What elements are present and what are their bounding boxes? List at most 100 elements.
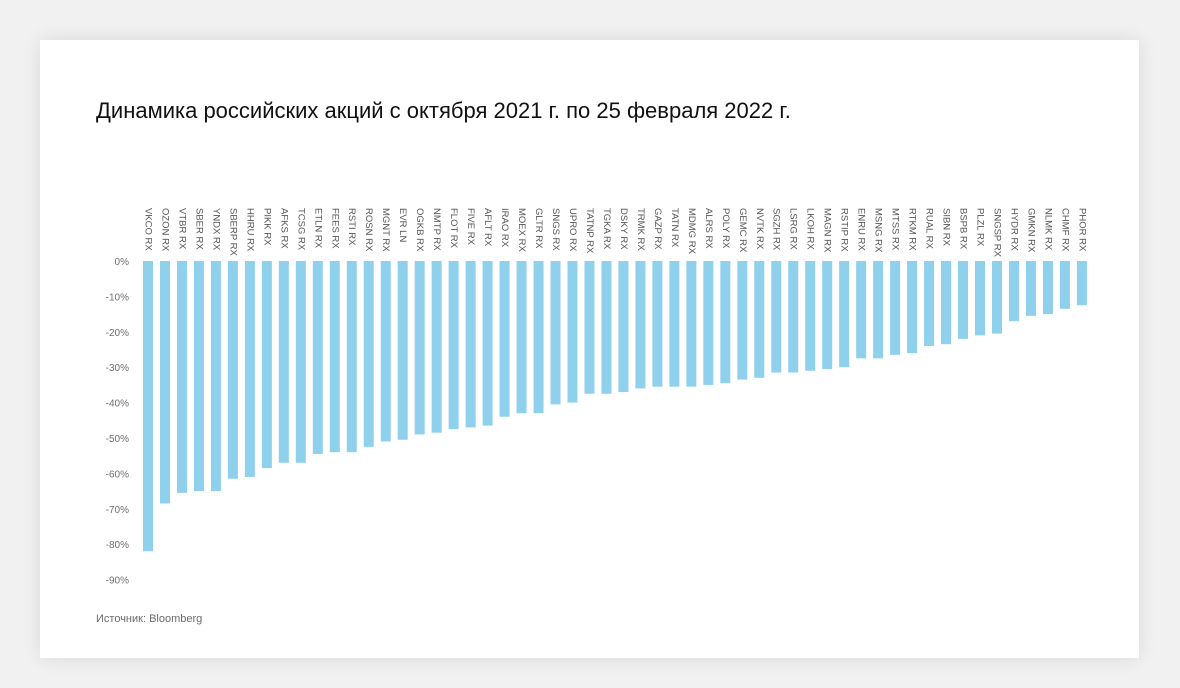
bar — [346, 261, 357, 453]
y-tick-label: -30% — [106, 363, 129, 374]
x-tick-label: HYDR RX — [1008, 208, 1019, 251]
x-tick-label: GMKN RX — [1025, 208, 1036, 253]
bar — [278, 261, 289, 463]
x-tick-label: EVR LN — [397, 208, 408, 242]
x-tick-label: SBER RX — [193, 208, 204, 250]
bar — [227, 261, 238, 479]
bar — [703, 261, 714, 385]
bar — [431, 261, 442, 433]
x-tick-label: RTKM RX — [907, 208, 918, 251]
bar — [448, 261, 459, 430]
y-tick-label: -80% — [106, 540, 129, 551]
bar — [669, 261, 680, 387]
bar — [516, 261, 527, 414]
bar — [856, 261, 867, 359]
x-tick-label: LSRG RX — [788, 208, 799, 250]
x-tick-label: PHOR RX — [1076, 208, 1087, 252]
x-tick-label: FIVE RX — [465, 208, 476, 246]
bar — [397, 261, 408, 440]
x-tick-label: TCSG RX — [295, 208, 306, 251]
x-tick-label: NLMK RX — [1042, 208, 1053, 251]
bar — [1059, 261, 1070, 309]
x-tick-label: LKOH RX — [805, 208, 816, 250]
x-tick-label: IRAO RX — [499, 208, 510, 248]
y-tick-label: -60% — [106, 469, 129, 480]
bar — [363, 261, 374, 447]
y-tick-label: -10% — [106, 292, 129, 303]
x-tick-label: TRMK RX — [635, 208, 646, 251]
bar — [992, 261, 1002, 334]
x-tick-label: FLOT RX — [448, 208, 459, 249]
x-tick-label: VKCO RX — [142, 208, 153, 251]
x-tick-label: MAGN RX — [822, 208, 833, 253]
bar — [720, 261, 731, 384]
bar — [771, 261, 782, 373]
x-tick-label: GLTR RX — [533, 208, 544, 249]
bar — [618, 261, 629, 392]
bar — [329, 261, 340, 453]
bar — [941, 261, 952, 345]
bar — [244, 261, 255, 477]
bar — [380, 261, 391, 442]
x-tick-label: NMTP RX — [431, 208, 442, 251]
x-tick-label: SNGS RX — [550, 208, 561, 251]
bar — [414, 261, 425, 435]
bar — [754, 261, 765, 378]
x-tick-label: GEMC RX — [737, 208, 748, 253]
bar — [295, 261, 306, 463]
y-tick-label: -70% — [106, 505, 129, 516]
y-tick-label: -40% — [106, 399, 129, 410]
x-tick-label: TATN RX — [669, 208, 680, 248]
bar — [159, 261, 170, 504]
x-tick-label: VTBR RX — [176, 208, 187, 250]
x-tick-label: PLZL RX — [975, 208, 986, 247]
chart-card: Динамика российских акций с октября 2021… — [40, 40, 1139, 658]
x-tick-label: ALRS RX — [703, 208, 714, 249]
x-tick-label: HHRU RX — [244, 208, 255, 252]
bar — [1042, 261, 1053, 315]
bar — [873, 261, 884, 359]
bar — [788, 261, 799, 373]
x-tick-label: RSTIP RX — [839, 208, 850, 252]
bar — [1076, 261, 1087, 306]
x-tick-label: SNGSP RX — [991, 208, 1002, 258]
bar — [584, 261, 595, 394]
bar-chart: 0% -10% -20% -30% -40% -50% -60% -70% -80% -90% VK… — [106, 208, 1088, 587]
x-tick-label: RUAL RX — [924, 208, 935, 249]
bar — [924, 261, 935, 346]
bar — [890, 261, 901, 355]
bar — [1008, 261, 1019, 322]
x-tick-label: YNDX RX — [210, 208, 221, 251]
bar — [1025, 261, 1036, 316]
x-tick-label: BSPB RX — [958, 208, 969, 250]
bar — [567, 261, 578, 403]
x-tick-label: DSKY RX — [618, 208, 629, 250]
bar — [652, 261, 663, 387]
y-tick-label: 0% — [115, 257, 130, 268]
bar — [210, 261, 221, 492]
bar — [465, 261, 476, 428]
source-note: Источник: Bloomberg — [96, 613, 203, 625]
bar — [975, 261, 986, 336]
x-tick-label: MSNG RX — [873, 208, 884, 253]
x-tick-label: UPRO RX — [567, 208, 578, 252]
bar — [533, 261, 544, 414]
x-tick-label: ROSN RX — [363, 208, 374, 252]
x-tick-label: NVTK RX — [754, 208, 765, 250]
x-tick-label: SIBN RX — [941, 208, 952, 247]
x-tick-label: POLY RX — [720, 208, 731, 249]
x-tick-label: ENRU RX — [856, 208, 867, 251]
bar — [482, 261, 493, 426]
x-tick-label: PIKK RX — [261, 208, 272, 246]
x-tick-label: SGZH RX — [771, 208, 782, 251]
x-tick-label: TGKA RX — [601, 208, 612, 250]
y-tick-label: -20% — [106, 328, 129, 339]
bar — [822, 261, 833, 369]
bar — [193, 261, 204, 492]
x-tick-label: MOEX RX — [516, 208, 527, 252]
x-tick-label: SBERP RX — [227, 208, 238, 257]
x-tick-label: CHMF RX — [1059, 208, 1070, 252]
x-tick-label: OGKB RX — [414, 208, 425, 252]
bar — [686, 261, 697, 387]
bar — [312, 261, 323, 454]
